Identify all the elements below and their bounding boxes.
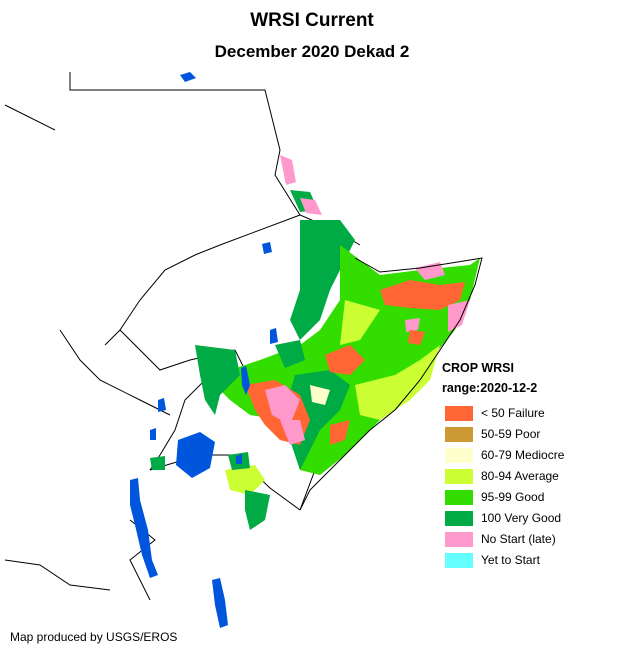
legend-swatch — [445, 406, 473, 421]
map-credit: Map produced by USGS/EROS — [10, 630, 178, 644]
crop-wrsi-zones — [150, 155, 480, 530]
lake-malawi — [212, 578, 228, 628]
coastline — [299, 257, 483, 511]
legend-label: 80-94 Average — [481, 469, 559, 483]
legend-swatch — [445, 511, 473, 526]
legend-label: 50-59 Poor — [481, 427, 541, 441]
legend-label: 95-99 Good — [481, 490, 545, 504]
legend-label: < 50 Failure — [481, 406, 545, 420]
legend-swatch — [445, 490, 473, 505]
map-title: WRSI Current — [250, 10, 374, 31]
lake-tanganyika — [130, 478, 158, 578]
map-legend: CROP WRSI range:2020-12-2 < 50 Failure 5… — [442, 358, 564, 568]
legend-swatch — [445, 469, 473, 484]
legend-swatch — [445, 448, 473, 463]
legend-label: Yet to Start — [481, 553, 540, 567]
legend-title: CROP WRSI — [442, 361, 514, 375]
wrsi-map — [4, 72, 483, 628]
map-subtitle: December 2020 Dekad 2 — [214, 42, 410, 61]
lake-victoria — [176, 432, 215, 478]
legend-swatch — [445, 532, 473, 547]
legend-label: 100 Very Good — [481, 511, 562, 525]
legend-swatch — [445, 553, 473, 568]
legend-label: 60-79 Mediocre — [481, 448, 565, 462]
legend-label: No Start (late) — [481, 532, 556, 546]
legend-swatch — [445, 427, 473, 442]
lake-turkana — [241, 366, 250, 395]
water-bodies — [130, 72, 278, 628]
legend-range: range:2020-12-2 — [442, 381, 538, 395]
